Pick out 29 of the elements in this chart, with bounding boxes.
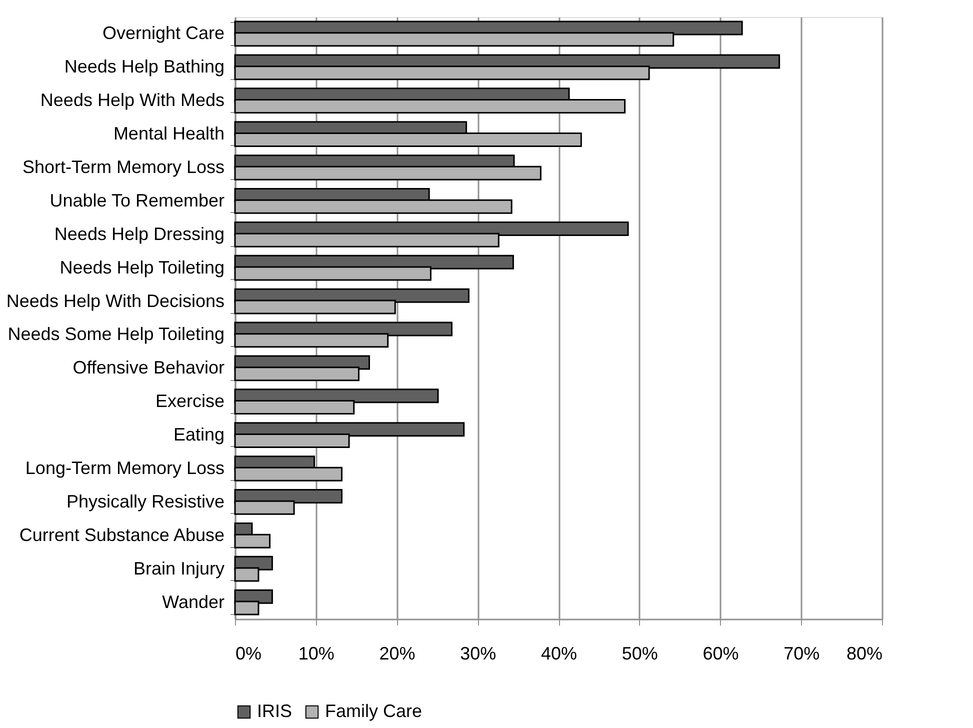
y-tick-label: Eating bbox=[173, 424, 224, 445]
x-tick-label: 30% bbox=[460, 644, 496, 664]
x-tick-label: 50% bbox=[622, 644, 658, 664]
y-tick-label: Needs Help Toileting bbox=[60, 257, 224, 278]
y-tick-label: Short-Term Memory Loss bbox=[22, 157, 224, 177]
y-tick-label: Exercise bbox=[155, 391, 224, 412]
x-tick-label: 80% bbox=[846, 644, 882, 664]
y-tick-label: Needs Help With Meds bbox=[40, 90, 224, 110]
y-tick-label: Needs Help Bathing bbox=[64, 56, 224, 77]
y-tick-label: Unable To Remember bbox=[50, 190, 224, 210]
y-tick-label: Mental Health bbox=[113, 124, 224, 144]
y-tick-label: Needs Some Help Toileting bbox=[8, 324, 224, 344]
y-tick-label: Needs Help Dressing bbox=[54, 224, 224, 244]
legend-label: IRIS bbox=[257, 701, 292, 721]
x-tick-label: 60% bbox=[702, 644, 739, 664]
y-tick-label: Wander bbox=[162, 592, 225, 612]
y-tick-label: Offensive Behavior bbox=[72, 358, 224, 378]
x-tick-label: 70% bbox=[784, 644, 820, 664]
x-tick-label: 20% bbox=[379, 644, 416, 664]
y-tick-label: Overnight Care bbox=[102, 23, 224, 44]
y-tick-label: Current Substance Abuse bbox=[19, 524, 224, 545]
y-tick-label: Physically Resistive bbox=[66, 491, 224, 512]
x-tick-label: 0% bbox=[236, 644, 262, 664]
y-tick-label: Brain Injury bbox=[133, 558, 224, 578]
y-tick-label: Long-Term Memory Loss bbox=[25, 458, 224, 478]
legend-label: Family Care bbox=[325, 701, 422, 721]
y-tick-label: Needs Help With Decisions bbox=[6, 290, 224, 311]
x-tick-label: 10% bbox=[298, 644, 334, 664]
x-tick-label: 40% bbox=[540, 644, 578, 664]
